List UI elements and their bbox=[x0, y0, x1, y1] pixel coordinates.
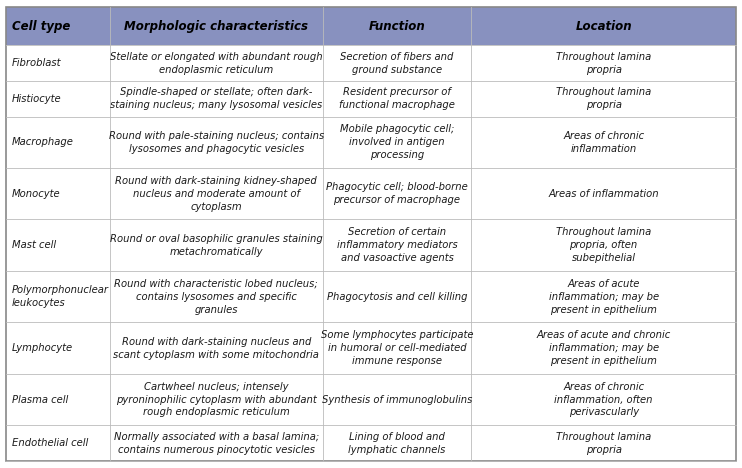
Text: Morphologic characteristics: Morphologic characteristics bbox=[125, 20, 308, 33]
Text: Phagocytic cell; blood-borne
precursor of macrophage: Phagocytic cell; blood-borne precursor o… bbox=[326, 183, 468, 205]
Text: Stellate or elongated with abundant rough
endoplasmic reticulum: Stellate or elongated with abundant roug… bbox=[110, 52, 323, 74]
Text: Lymphocyte: Lymphocyte bbox=[12, 343, 73, 353]
Text: Mobile phagocytic cell;
involved in antigen
processing: Mobile phagocytic cell; involved in anti… bbox=[340, 124, 454, 160]
Text: Areas of inflammation: Areas of inflammation bbox=[548, 189, 659, 199]
Text: Secretion of fibers and
ground substance: Secretion of fibers and ground substance bbox=[341, 52, 453, 74]
Text: Phagocytosis and cell killing: Phagocytosis and cell killing bbox=[326, 292, 467, 302]
Text: Cell type: Cell type bbox=[12, 20, 70, 33]
Text: Round or oval basophilic granules staining
metachromatically: Round or oval basophilic granules staini… bbox=[110, 234, 323, 256]
Text: Throughout lamina
propria: Throughout lamina propria bbox=[556, 432, 651, 454]
Text: Round with pale-staining nucleus; contains
lysosomes and phagocytic vesicles: Round with pale-staining nucleus; contai… bbox=[108, 131, 324, 154]
Text: Macrophage: Macrophage bbox=[12, 137, 73, 147]
Text: Histiocyte: Histiocyte bbox=[12, 94, 62, 104]
Text: Areas of acute
inflammation; may be
present in epithelium: Areas of acute inflammation; may be pres… bbox=[548, 279, 659, 314]
Text: Throughout lamina
propria, often
subepithelial: Throughout lamina propria, often subepit… bbox=[556, 227, 651, 263]
Text: Mast cell: Mast cell bbox=[12, 240, 56, 250]
Text: Round with characteristic lobed nucleus;
contains lysosomes and specific
granule: Round with characteristic lobed nucleus;… bbox=[114, 279, 318, 314]
Text: Resident precursor of
functional macrophage: Resident precursor of functional macroph… bbox=[339, 88, 455, 110]
Text: Polymorphonuclear
leukocytes: Polymorphonuclear leukocytes bbox=[12, 285, 109, 308]
Text: Fibroblast: Fibroblast bbox=[12, 58, 62, 68]
Text: Cartwheel nucleus; intensely
pyroninophilic cytoplasm with abundant
rough endopl: Cartwheel nucleus; intensely pyroninophi… bbox=[116, 382, 317, 417]
Bar bbox=[6, 7, 736, 45]
Text: Round with dark-staining nucleus and
scant cytoplasm with some mitochondria: Round with dark-staining nucleus and sca… bbox=[114, 337, 319, 359]
Text: Secretion of certain
inflammatory mediators
and vasoactive agents: Secretion of certain inflammatory mediat… bbox=[337, 227, 457, 263]
Text: Synthesis of immunoglobulins: Synthesis of immunoglobulins bbox=[322, 395, 472, 405]
Text: Throughout lamina
propria: Throughout lamina propria bbox=[556, 88, 651, 110]
Text: Normally associated with a basal lamina;
contains numerous pinocytotic vesicles: Normally associated with a basal lamina;… bbox=[114, 432, 319, 454]
Text: Areas of chronic
inflammation, often
perivascularly: Areas of chronic inflammation, often per… bbox=[554, 382, 653, 417]
Text: Areas of acute and chronic
inflammation; may be
present in epithelium: Areas of acute and chronic inflammation;… bbox=[536, 330, 671, 366]
Text: Monocyte: Monocyte bbox=[12, 189, 61, 199]
Text: Areas of chronic
inflammation: Areas of chronic inflammation bbox=[563, 131, 644, 154]
Text: Spindle-shaped or stellate; often dark-
staining nucleus; many lysosomal vesicle: Spindle-shaped or stellate; often dark- … bbox=[110, 88, 323, 110]
Text: Throughout lamina
propria: Throughout lamina propria bbox=[556, 52, 651, 74]
Text: Some lymphocytes participate
in humoral or cell-mediated
immune response: Some lymphocytes participate in humoral … bbox=[321, 330, 473, 366]
Text: Function: Function bbox=[369, 20, 425, 33]
Text: Lining of blood and
lymphatic channels: Lining of blood and lymphatic channels bbox=[348, 432, 446, 454]
Text: Endothelial cell: Endothelial cell bbox=[12, 438, 88, 448]
Text: Round with dark-staining kidney-shaped
nucleus and moderate amount of
cytoplasm: Round with dark-staining kidney-shaped n… bbox=[116, 176, 317, 212]
Text: Plasma cell: Plasma cell bbox=[12, 395, 68, 405]
Text: Location: Location bbox=[575, 20, 632, 33]
